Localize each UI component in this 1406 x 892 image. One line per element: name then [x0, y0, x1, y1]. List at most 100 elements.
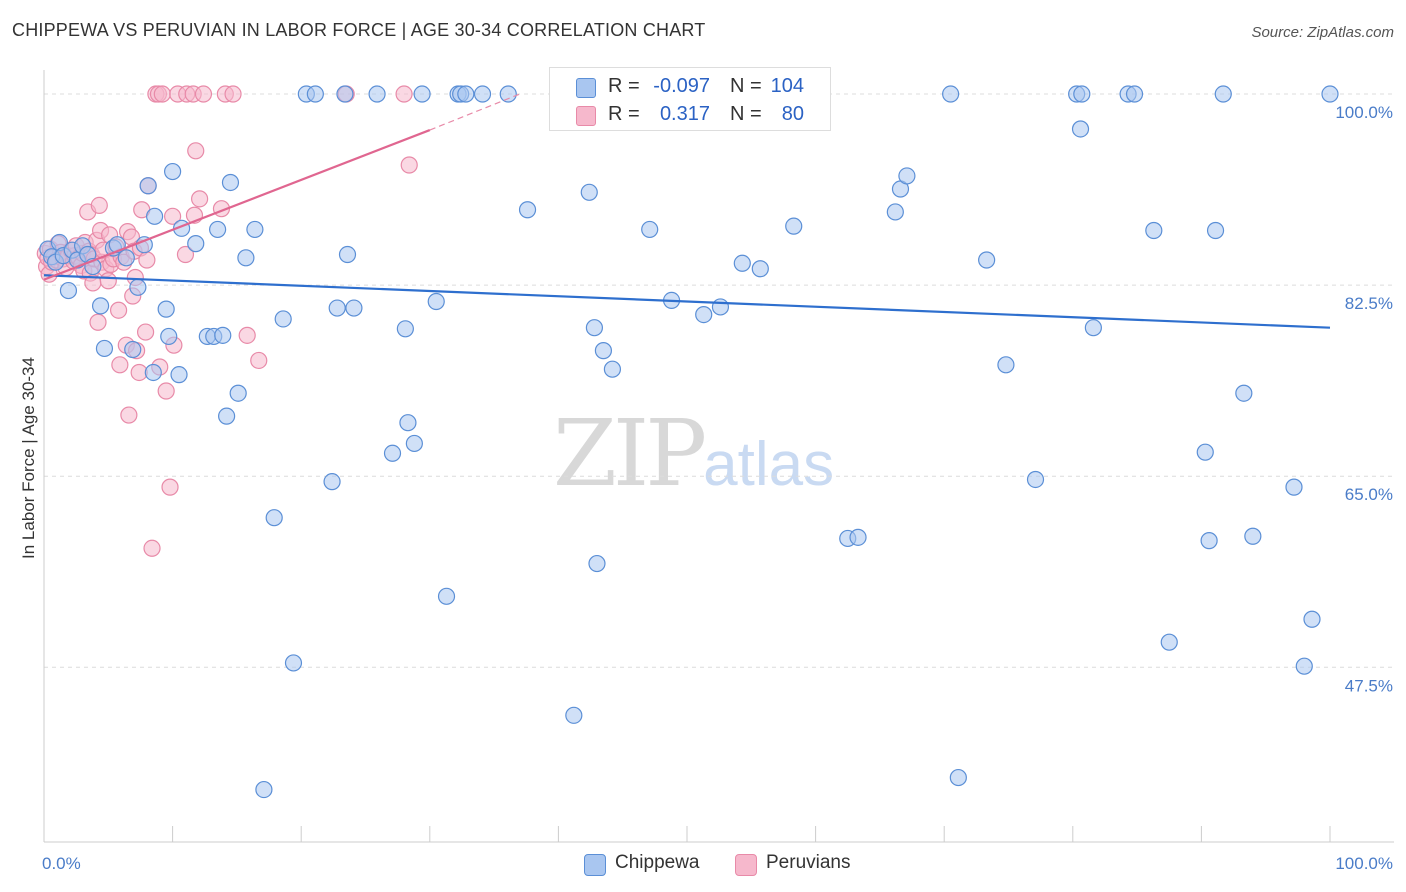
peruvians-trend-line: [43, 129, 431, 281]
peruvians-trend-extension: [429, 93, 521, 131]
chippewa-point: [588, 554, 606, 573]
grid: [44, 93, 1394, 668]
peruvians-point: [136, 323, 155, 341]
chippewa-point: [942, 85, 960, 103]
chippewa-point: [129, 278, 147, 296]
chippewa-point: [306, 85, 324, 103]
chippewa-point: [949, 768, 967, 787]
chippewa-swatch: [576, 78, 596, 98]
chippewa-point: [187, 235, 205, 253]
chippewa-point: [124, 340, 142, 359]
chippewa-point: [1125, 85, 1144, 103]
chart-title: CHIPPEWA VS PERUVIAN IN LABOR FORCE | AG…: [12, 20, 706, 40]
chippewa-point: [594, 342, 613, 360]
chippewa-point: [580, 183, 598, 201]
chippewa-point: [221, 173, 240, 192]
peruvians-legend-swatch: [735, 854, 757, 876]
correlation-legend: R = -0.097 N = 104 R = 0.317 N = 80: [549, 67, 831, 131]
chippewa-point: [117, 249, 135, 267]
chippewa-point: [139, 177, 157, 195]
chippewa-point: [1145, 221, 1163, 240]
peruvians-point: [164, 207, 182, 225]
peruvians-point: [250, 351, 268, 370]
chippewa-point: [751, 260, 769, 278]
chippewa-point: [246, 220, 264, 239]
chippewa-point: [641, 220, 659, 239]
watermark-atlas: atlas: [703, 430, 835, 499]
chippewa-point: [91, 297, 110, 315]
chippewa-point: [214, 326, 232, 344]
y-tick-label: 47.5%: [1345, 676, 1393, 695]
peruvians-point: [90, 196, 108, 215]
chippewa-point: [1285, 478, 1303, 496]
peruvians-point: [99, 272, 117, 290]
legend-r-value: 0.317: [659, 103, 710, 125]
chippewa-point: [849, 528, 867, 546]
chippewa-point: [368, 85, 386, 103]
chippewa-point: [323, 473, 341, 491]
x-tick-labels: 0.0% 100.0%: [42, 854, 1393, 873]
y-tick-labels: 100.0% 82.5% 65.0% 47.5%: [1335, 103, 1393, 695]
peruvians-point: [111, 356, 129, 374]
chippewa-point: [978, 251, 996, 269]
chippewa-point: [336, 85, 354, 103]
legend-r-label: R =: [608, 75, 640, 97]
chippewa-point: [145, 207, 164, 225]
peruvians-point: [400, 156, 418, 174]
chippewa-point: [427, 292, 445, 311]
peruvians-point: [109, 301, 128, 319]
chippewa-point: [695, 305, 713, 324]
chippewa-point: [499, 85, 517, 103]
chippewa-point: [1295, 657, 1313, 675]
chippewa-point: [565, 706, 583, 724]
peruvians-point: [138, 251, 156, 269]
chippewa-point: [1321, 85, 1339, 103]
peruvians-point: [143, 539, 161, 557]
legend-n-label: N =: [730, 75, 762, 97]
chippewa-point: [518, 201, 537, 219]
chippewa-point: [157, 300, 175, 318]
chippewa-point: [59, 281, 78, 300]
chippewa-point: [1026, 470, 1045, 489]
chippewa-point: [603, 360, 622, 378]
peruvians-legend-label: Peruvians: [766, 852, 851, 873]
chippewa-point: [144, 363, 162, 382]
legend-row-chippewa: R = -0.097 N = 104: [550, 73, 830, 101]
chippewa-point: [711, 298, 730, 316]
chippewa-point: [95, 339, 114, 358]
legend-r-label: R =: [608, 103, 640, 125]
chippewa-point: [997, 356, 1015, 374]
chippewa-point: [170, 366, 188, 384]
peruvians-point: [89, 313, 107, 331]
chippewa-point: [218, 407, 236, 425]
y-tick-label: 65.0%: [1345, 485, 1393, 504]
peruvians-point: [153, 85, 171, 103]
chippewa-point: [255, 780, 273, 799]
chippewa-point: [898, 167, 916, 185]
peruvians-point: [187, 142, 205, 160]
chippewa-legend-label: Chippewa: [615, 852, 700, 873]
peruvians-point: [224, 85, 242, 103]
chippewa-point: [413, 85, 431, 103]
legend-r-value: -0.097: [653, 75, 710, 97]
legend-n-value: 104: [770, 75, 804, 97]
trend-lines: [43, 93, 1331, 329]
chippewa-point: [785, 217, 803, 235]
x-tick-label: 0.0%: [42, 854, 81, 873]
chippewa-point: [399, 414, 417, 432]
y-tick-label: 82.5%: [1345, 294, 1393, 313]
watermark-zip: ZIP: [553, 400, 707, 507]
chippewa-point: [274, 310, 292, 328]
peruvians-point: [120, 406, 138, 424]
chippewa-point: [396, 320, 414, 338]
chippewa-point: [265, 509, 283, 527]
legend-n-value: 80: [781, 103, 804, 125]
chippewa-point: [1235, 384, 1253, 402]
chippewa-point: [345, 299, 363, 317]
chippewa-point: [229, 384, 247, 402]
chippewa-point: [1084, 319, 1102, 337]
y-tick-label: 100.0%: [1335, 103, 1393, 122]
peruvians-point: [238, 326, 256, 344]
chippewa-point: [160, 327, 178, 346]
